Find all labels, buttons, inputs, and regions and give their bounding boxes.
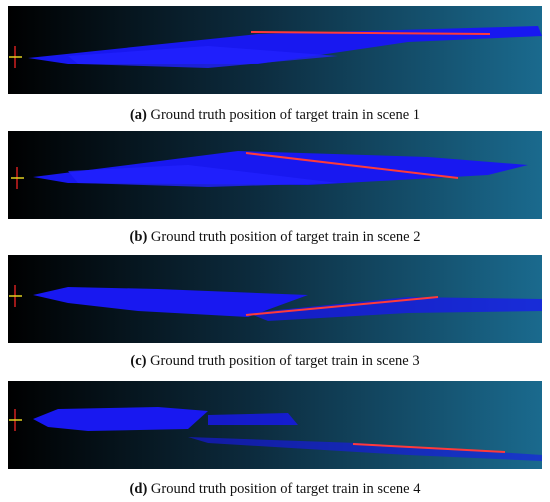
- caption-text: Ground truth position of target train in…: [150, 229, 421, 245]
- caption: (c) Ground truth position of target trai…: [0, 353, 550, 370]
- point-cloud-image: [8, 381, 542, 469]
- point-cloud-image: [8, 131, 542, 219]
- caption-label: (b): [129, 229, 148, 245]
- point-cloud-image: [8, 6, 542, 94]
- caption-label: (c): [130, 353, 147, 369]
- caption: (a) Ground truth position of target trai…: [0, 107, 550, 124]
- caption-label: (a): [129, 107, 147, 123]
- caption-label: (d): [129, 481, 148, 497]
- caption: (b) Ground truth position of target trai…: [0, 229, 550, 246]
- caption-text: Ground truth position of target train in…: [150, 353, 420, 369]
- caption: (d) Ground truth position of target trai…: [0, 481, 550, 498]
- point-cloud-image: [8, 255, 542, 343]
- caption-text: Ground truth position of target train in…: [150, 481, 421, 497]
- caption-text: Ground truth position of target train in…: [150, 107, 421, 123]
